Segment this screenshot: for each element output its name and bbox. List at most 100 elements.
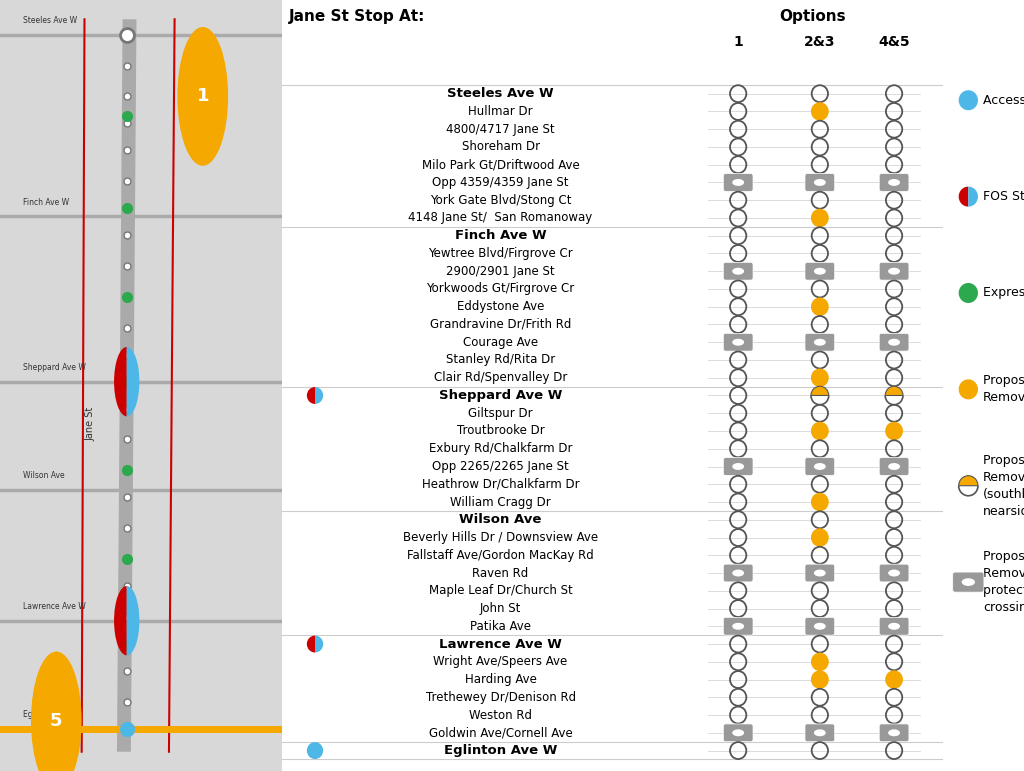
Ellipse shape [814,729,825,736]
Wedge shape [969,187,978,207]
Text: Troutbrooke Dr: Troutbrooke Dr [457,425,545,437]
Circle shape [811,298,828,316]
Text: Lawrence Ave W: Lawrence Ave W [439,638,562,651]
Wedge shape [307,635,315,652]
Text: 2&3: 2&3 [804,35,836,49]
Text: Beverly Hills Dr / Downsview Ave: Beverly Hills Dr / Downsview Ave [403,531,598,544]
FancyBboxPatch shape [805,564,835,582]
Circle shape [811,670,828,689]
Ellipse shape [888,463,900,470]
Text: 1: 1 [733,35,743,49]
Circle shape [811,493,828,511]
Text: FOS Stop: FOS Stop [983,190,1024,203]
Text: Giltspur Dr: Giltspur Dr [468,407,532,419]
Ellipse shape [732,729,744,736]
Circle shape [811,209,828,227]
Ellipse shape [888,268,900,274]
Ellipse shape [732,268,744,274]
FancyBboxPatch shape [723,458,753,476]
Wedge shape [127,586,139,655]
Circle shape [31,651,82,771]
Circle shape [958,379,978,399]
Text: Steeles Ave W: Steeles Ave W [447,87,554,100]
Text: Express Stop: Express Stop [983,287,1024,299]
Text: Steeles Ave W: Steeles Ave W [23,16,77,25]
Ellipse shape [814,179,825,186]
Wedge shape [114,586,127,655]
Text: Eglinton Ave W: Eglinton Ave W [23,710,80,719]
Ellipse shape [888,338,900,345]
FancyBboxPatch shape [880,458,909,476]
FancyBboxPatch shape [880,724,909,742]
Text: Opp 4359/4359 Jane St: Opp 4359/4359 Jane St [432,176,569,189]
Circle shape [307,742,324,759]
Text: 2900/2901 Jane St: 2900/2901 Jane St [446,264,555,278]
Wedge shape [127,347,139,416]
FancyBboxPatch shape [723,564,753,582]
Ellipse shape [814,570,825,577]
Text: Proposed Stop
Removal: Proposed Stop Removal [983,375,1024,404]
Circle shape [958,90,978,110]
Text: Eglinton Ave W: Eglinton Ave W [444,744,557,757]
Text: Proposed Stop
Removal
(southbound
nearside): Proposed Stop Removal (southbound nearsi… [983,453,1024,518]
Text: Lawrence Ave W: Lawrence Ave W [23,602,85,611]
Wedge shape [315,635,324,652]
Ellipse shape [732,179,744,186]
Text: William Cragg Dr: William Cragg Dr [451,496,551,509]
Ellipse shape [732,463,744,470]
Text: Fallstaff Ave/Gordon MacKay Rd: Fallstaff Ave/Gordon MacKay Rd [408,549,594,562]
Text: 5: 5 [50,712,62,730]
Text: Harding Ave: Harding Ave [465,673,537,686]
Wedge shape [958,187,969,207]
FancyBboxPatch shape [805,262,835,280]
FancyBboxPatch shape [723,724,753,742]
Text: Access Hub: Access Hub [983,94,1024,106]
Circle shape [811,103,828,121]
Wedge shape [315,387,324,404]
Text: Exbury Rd/Chalkfarm Dr: Exbury Rd/Chalkfarm Dr [429,443,572,455]
Text: Courage Ave: Courage Ave [463,335,539,348]
Text: Hullmar Dr: Hullmar Dr [468,105,532,118]
Text: Proposed Stop
Removal (no
protected pedestrian
crossing): Proposed Stop Removal (no protected pede… [983,550,1024,614]
Text: Grandravine Dr/Frith Rd: Grandravine Dr/Frith Rd [430,318,571,331]
FancyBboxPatch shape [723,618,753,635]
Text: Trethewey Dr/Denison Rd: Trethewey Dr/Denison Rd [426,691,575,704]
Ellipse shape [888,623,900,630]
FancyBboxPatch shape [880,618,909,635]
Text: Wilson Ave: Wilson Ave [23,471,65,480]
Text: Patika Ave: Patika Ave [470,620,531,633]
Text: Sheppard Ave W: Sheppard Ave W [23,363,85,372]
FancyBboxPatch shape [805,173,835,191]
Ellipse shape [732,570,744,577]
Text: Finch Ave W: Finch Ave W [23,197,69,207]
FancyBboxPatch shape [805,618,835,635]
Circle shape [177,27,228,166]
Circle shape [811,369,828,387]
Ellipse shape [814,268,825,274]
Text: Jane St Stop At:: Jane St Stop At: [289,9,425,25]
Wedge shape [114,347,127,416]
Circle shape [811,422,828,440]
Text: Raven Rd: Raven Rd [472,567,528,580]
FancyBboxPatch shape [880,262,909,280]
FancyBboxPatch shape [880,173,909,191]
Text: Stanley Rd/Rita Dr: Stanley Rd/Rita Dr [446,353,555,366]
Text: Heathrow Dr/Chalkfarm Dr: Heathrow Dr/Chalkfarm Dr [422,478,580,491]
FancyBboxPatch shape [805,458,835,476]
Text: Opp 2265/2265 Jane St: Opp 2265/2265 Jane St [432,460,569,473]
Text: Jane St: Jane St [85,407,95,441]
FancyBboxPatch shape [0,0,282,771]
Ellipse shape [814,463,825,470]
Text: John St: John St [480,602,521,615]
Circle shape [811,528,828,547]
Text: Yewtree Blvd/Firgrove Cr: Yewtree Blvd/Firgrove Cr [428,247,573,260]
Circle shape [811,652,828,671]
FancyBboxPatch shape [880,564,909,582]
Text: Yorkwoods Gt/Firgrove Cr: Yorkwoods Gt/Firgrove Cr [426,282,574,295]
Wedge shape [307,387,315,404]
Text: York Gate Blvd/Stong Ct: York Gate Blvd/Stong Ct [430,194,571,207]
Circle shape [885,670,903,689]
Ellipse shape [888,729,900,736]
Text: 4&5: 4&5 [879,35,910,49]
Circle shape [885,422,903,440]
